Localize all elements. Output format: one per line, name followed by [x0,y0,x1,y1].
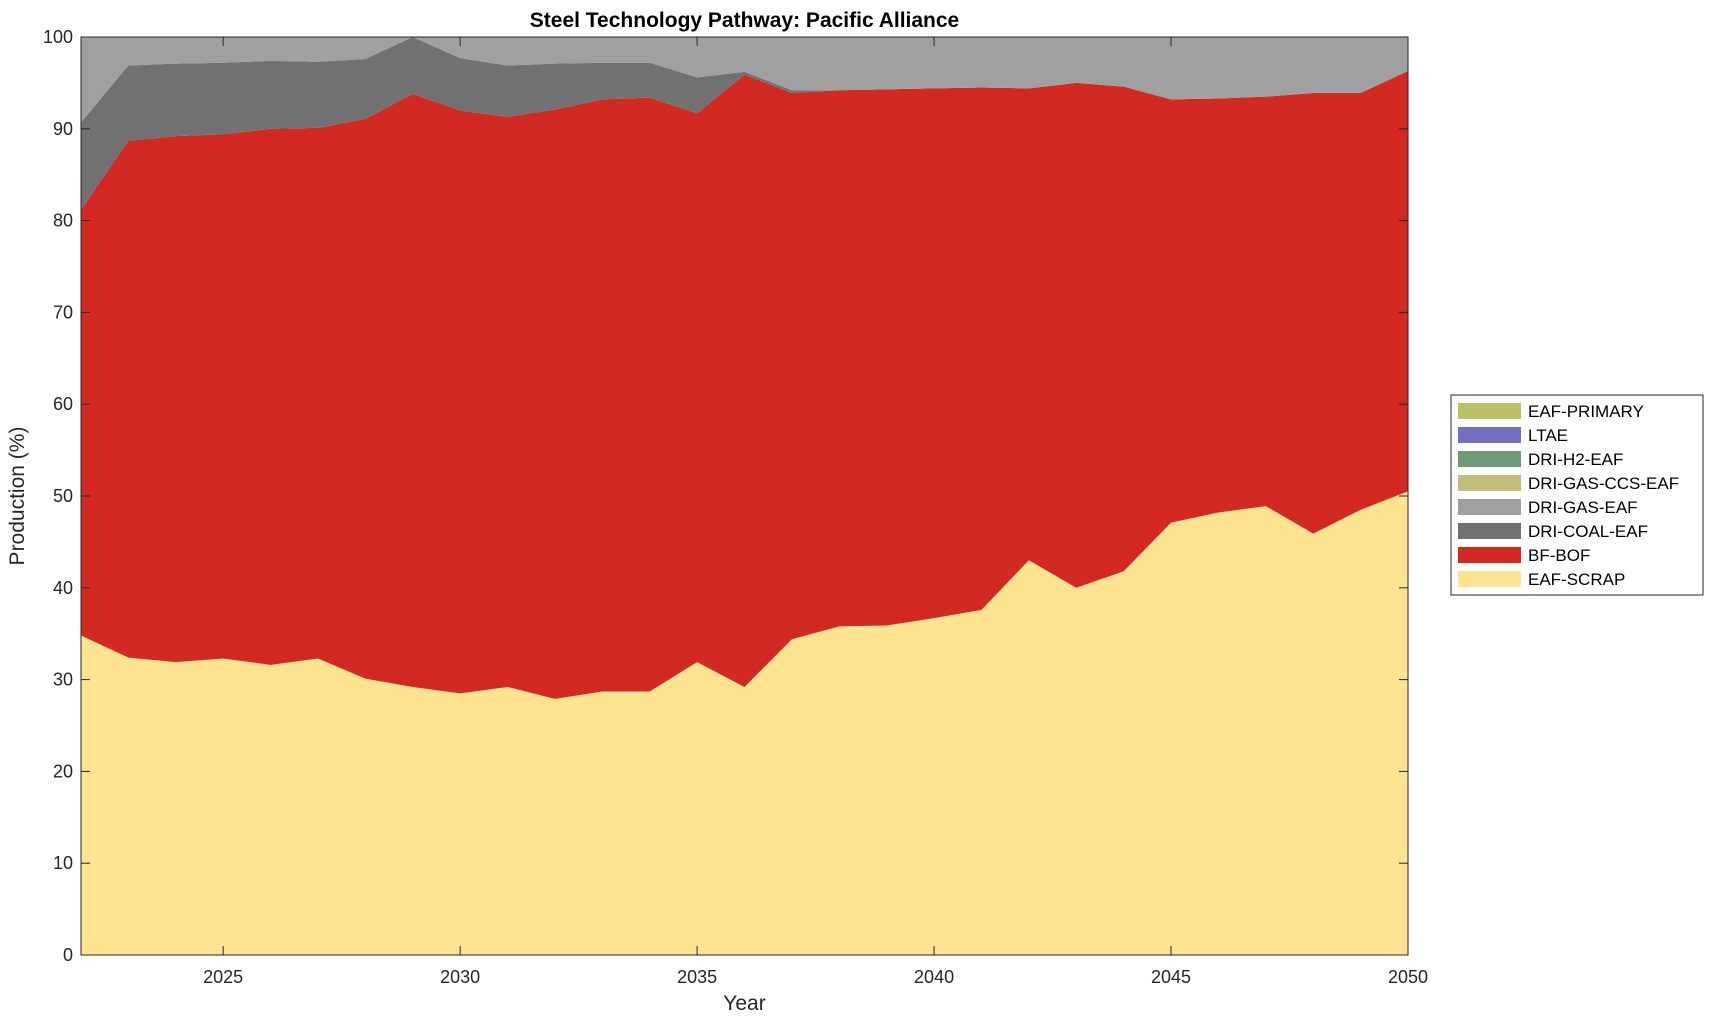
legend-label: EAF-SCRAP [1528,570,1625,589]
legend-swatch [1458,547,1521,563]
legend-item-dri-gas-ccs-eaf: DRI-GAS-CCS-EAF [1458,474,1679,493]
x-tick-label: 2030 [440,967,480,987]
legend-label: BF-BOF [1528,546,1590,565]
legend-item-dri-gas-eaf: DRI-GAS-EAF [1458,498,1638,517]
legend: EAF-PRIMARY LTAE DRI-H2-EAF DRI-GAS-CCS-EAF… [1450,394,1704,596]
area-bf-bof [81,70,1408,699]
area-dri-gas-eaf [81,37,1408,123]
y-tick-label: 100 [43,27,73,47]
y-tick-label: 30 [53,670,73,690]
x-tick-label: 2050 [1388,967,1428,987]
y-tick-label: 50 [53,486,73,506]
legend-swatch [1458,571,1521,587]
legend-label: LTAE [1528,426,1568,445]
legend-label: DRI-H2-EAF [1528,450,1623,469]
legend-swatch [1458,523,1521,539]
legend-item-eaf-scrap: EAF-SCRAP [1458,570,1625,589]
legend-item-dri-h2-eaf: DRI-H2-EAF [1458,450,1623,469]
legend-items: EAF-PRIMARY LTAE DRI-H2-EAF DRI-GAS-CCS-EAF… [1458,402,1679,589]
legend-swatch [1458,451,1521,467]
area-dri-coal-eaf [81,37,1408,210]
legend-item-eaf-primary: EAF-PRIMARY [1458,402,1644,421]
x-tick-label: 2040 [914,967,954,987]
x-tick-label: 2025 [203,967,243,987]
y-tick-label: 90 [53,119,73,139]
legend-swatch [1458,403,1521,419]
y-tick-label: 80 [53,211,73,231]
legend-label: DRI-COAL-EAF [1528,522,1648,541]
legend-item-ltae: LTAE [1458,426,1568,445]
legend-swatch [1458,427,1521,443]
legend-item-dri-coal-eaf: DRI-COAL-EAF [1458,522,1648,541]
legend-swatch [1458,499,1521,515]
legend-box [1450,394,1704,596]
x-tick-label: 2045 [1151,967,1191,987]
y-tick-label: 60 [53,394,73,414]
y-axis-label: Production (%) [6,427,29,566]
y-tick-label: 40 [53,578,73,598]
legend-label: DRI-GAS-EAF [1528,498,1638,517]
legend-item-bf-bof: BF-BOF [1458,546,1590,565]
legend-swatch [1458,475,1521,491]
y-tick-label: 10 [53,853,73,873]
y-tick-label: 70 [53,302,73,322]
y-tick-label: 20 [53,761,73,781]
x-axis-label: Year [723,992,765,1015]
legend-label: DRI-GAS-CCS-EAF [1528,474,1679,493]
y-tick-label: 0 [63,945,73,965]
area-eaf-scrap [81,491,1408,955]
areas-layer [81,37,1408,955]
x-tick-label: 2035 [677,967,717,987]
chart-title: Steel Technology Pathway: Pacific Allian… [530,9,959,32]
legend-label: EAF-PRIMARY [1528,402,1644,421]
